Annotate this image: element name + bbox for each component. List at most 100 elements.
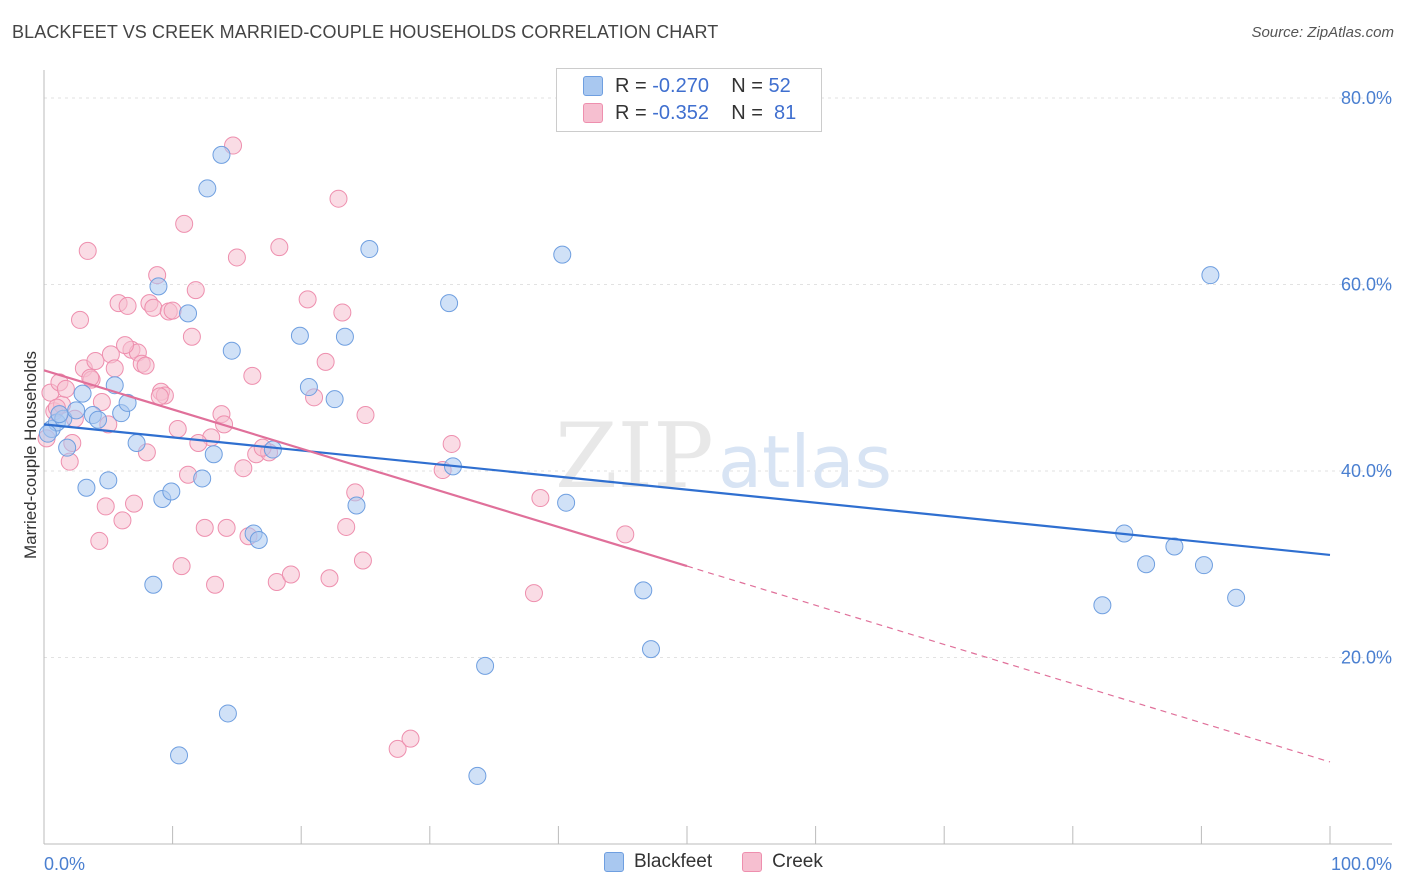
legend-r-blackfeet: -0.270 [652, 74, 709, 97]
creek-point [144, 298, 163, 317]
creek-point [298, 290, 317, 309]
creek-point [243, 366, 262, 385]
blackfeet-point [179, 304, 198, 323]
y-tick-label: 80.0% [1341, 88, 1392, 108]
creek-point [388, 739, 407, 758]
creek-point [163, 301, 182, 320]
creek-point [172, 557, 191, 576]
series-swatch-blackfeet [604, 852, 624, 872]
creek-point [71, 310, 90, 329]
legend-r-label: R = [615, 74, 647, 97]
creek-point [116, 336, 135, 355]
creek-point [182, 327, 201, 346]
creek-point [78, 241, 97, 260]
legend-swatch-creek [583, 103, 603, 123]
blackfeet-point [198, 179, 217, 198]
creek-point [401, 729, 420, 748]
series-legend-blackfeet[interactable]: Blackfeet [604, 851, 712, 873]
blackfeet-point [193, 469, 212, 488]
creek-point [175, 214, 194, 233]
blackfeet-point [1227, 588, 1246, 607]
creek-trend-extension [686, 565, 1331, 763]
blackfeet-point [634, 581, 653, 600]
blackfeet-point [149, 277, 168, 296]
blackfeet-point [67, 401, 86, 420]
creek-point [337, 517, 356, 536]
legend-r-creek: -0.352 [652, 101, 709, 124]
legend-swatch-blackfeet [583, 76, 603, 96]
creek-point [125, 494, 144, 513]
creek-point [118, 296, 137, 315]
blackfeet-point [73, 384, 92, 403]
creek-point [616, 525, 635, 544]
legend-row-blackfeet: R = -0.270 N = 52 [583, 74, 791, 98]
watermark: ZIP atlas [555, 404, 892, 509]
creek-trend-line [43, 369, 688, 568]
blackfeet-point [144, 575, 163, 594]
blackfeet-trend-line [43, 423, 1331, 557]
creek-point [206, 575, 225, 594]
creek-point [320, 569, 339, 588]
blackfeet-point [476, 656, 495, 675]
creek-point [92, 392, 111, 411]
blackfeet-point [170, 746, 189, 765]
blackfeet-point [118, 393, 137, 412]
chart-title: BLACKFEET VS CREEK MARRIED-COUPLE HOUSEH… [12, 22, 719, 42]
axes [43, 70, 1392, 845]
blackfeet-point [641, 640, 660, 659]
creek-point [150, 387, 169, 406]
x-tick-label-max: 100.0% [1331, 854, 1392, 874]
creek-point [227, 248, 246, 267]
blackfeet-point [553, 245, 572, 264]
blackfeet-point [99, 471, 118, 490]
blackfeet-point [335, 327, 354, 346]
legend-n-blackfeet: 52 [768, 74, 791, 97]
creek-point [90, 531, 109, 550]
blackfeet-point [557, 493, 576, 512]
legend-n-label: N = [731, 101, 763, 124]
creek-point [329, 189, 348, 208]
series-legend-creek[interactable]: Creek [742, 851, 823, 873]
blackfeet-point [38, 424, 57, 443]
blackfeet-point [347, 496, 366, 515]
creek-point [86, 351, 105, 370]
y-tick-label: 20.0% [1341, 647, 1392, 667]
legend-n-label: N = [731, 74, 763, 97]
blackfeet-point [89, 410, 108, 429]
legend-r-label: R = [615, 101, 647, 124]
trend-lines [43, 369, 1331, 763]
series-legend: Blackfeet Creek [604, 851, 853, 873]
blackfeet-point [58, 438, 77, 457]
legend-n-creek: 81 [774, 101, 797, 124]
blackfeet-point [204, 445, 223, 464]
series-label-blackfeet: Blackfeet [634, 851, 713, 872]
watermark-zip: ZIP [555, 404, 714, 509]
creek-point [195, 518, 214, 537]
blackfeet-point [212, 145, 231, 164]
blackfeet-point [162, 482, 181, 501]
creek-point [234, 459, 253, 478]
creek-points [37, 136, 635, 758]
y-tick-labels: 20.0% 40.0% 60.0% 80.0% [1341, 88, 1392, 668]
x-ticks [43, 826, 1331, 844]
chart-source: Source: ZipAtlas.com [1251, 24, 1394, 41]
creek-point [531, 489, 550, 508]
blackfeet-point [468, 766, 487, 785]
creek-point [136, 356, 155, 375]
blackfeet-point [440, 294, 459, 313]
blackfeet-point [360, 240, 379, 259]
series-swatch-creek [742, 852, 763, 872]
creek-point [270, 238, 289, 257]
y-tick-label: 40.0% [1341, 461, 1392, 481]
blackfeet-points [38, 145, 1246, 785]
series-label-creek: Creek [772, 851, 823, 872]
creek-point [316, 352, 335, 371]
blackfeet-point [299, 378, 318, 397]
creek-point [524, 584, 543, 603]
blackfeet-point [218, 704, 237, 723]
blackfeet-point [249, 530, 268, 549]
creek-point [113, 511, 132, 530]
creek-point [217, 518, 236, 537]
creek-point [353, 551, 372, 570]
